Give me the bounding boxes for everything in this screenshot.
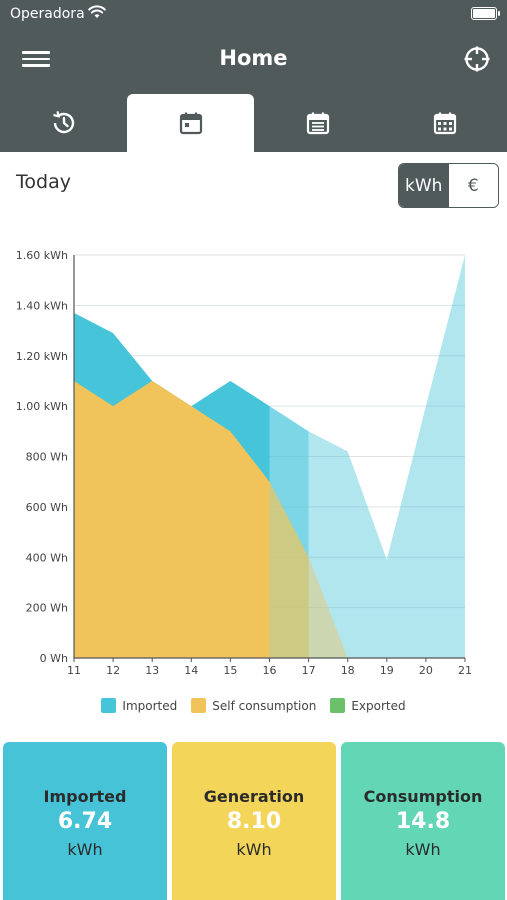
self-consumption-area bbox=[269, 481, 309, 658]
legend-self-consumption[interactable]: Self consumption bbox=[191, 698, 316, 713]
legend-exported[interactable]: Exported bbox=[330, 698, 406, 713]
x-axis-ticks: 11 12 13 14 15 16 17 18 19 20 21 bbox=[67, 658, 472, 677]
tab-day[interactable] bbox=[127, 94, 254, 152]
clock-icon bbox=[52, 111, 74, 134]
tab-month[interactable] bbox=[381, 94, 507, 152]
y-tick-label: 0 Wh bbox=[40, 652, 68, 665]
y-tick-label: 400 Wh bbox=[26, 551, 68, 564]
x-tick-label: 16 bbox=[263, 664, 277, 677]
unit-euro-button[interactable]: € bbox=[448, 164, 498, 207]
x-tick-label: 18 bbox=[341, 664, 355, 677]
x-tick-label: 19 bbox=[380, 664, 394, 677]
energy-chart: 0 Wh 200 Wh 400 Wh 600 Wh 800 Wh 1.00 kWh 1.20… bbox=[16, 249, 472, 677]
y-tick-label: 1.60 kWh bbox=[16, 249, 68, 262]
menu-icon-line bbox=[22, 64, 50, 67]
card-unit: kWh bbox=[405, 840, 441, 859]
carrier-label: Operadora bbox=[10, 6, 85, 22]
legend-swatch-imported bbox=[101, 698, 117, 713]
legend-label: Exported bbox=[351, 698, 406, 713]
card-consumption[interactable]: Consumption 14.8 kWh bbox=[341, 742, 505, 900]
card-unit: kWh bbox=[236, 840, 272, 859]
self-consumption-area bbox=[308, 557, 465, 658]
legend-swatch-exported bbox=[330, 698, 346, 713]
card-generation[interactable]: Generation 8.10 kWh bbox=[172, 742, 336, 900]
legend-label: Self consumption bbox=[212, 698, 317, 713]
x-tick-label: 15 bbox=[223, 664, 237, 677]
x-tick-label: 20 bbox=[419, 664, 433, 677]
legend-imported[interactable]: Imported bbox=[101, 698, 177, 713]
card-value: 8.10 bbox=[226, 809, 282, 834]
unit-toggle: kWh € bbox=[398, 163, 499, 208]
y-tick-label: 200 Wh bbox=[26, 602, 68, 615]
calendar-day-icon bbox=[179, 112, 202, 135]
card-label: Imported bbox=[43, 787, 127, 806]
period-label: Today bbox=[16, 171, 71, 193]
summary-cards: Imported 6.74 kWh Generation 8.10 kWh Co… bbox=[3, 742, 505, 900]
chart-legend: Imported Self consumption Exported bbox=[0, 698, 507, 713]
card-value: 6.74 bbox=[57, 809, 113, 834]
y-tick-label: 1.00 kWh bbox=[16, 400, 68, 413]
x-tick-label: 11 bbox=[67, 664, 81, 677]
menu-icon bbox=[22, 51, 50, 54]
card-label: Generation bbox=[203, 787, 305, 806]
battery-icon bbox=[471, 7, 500, 20]
status-bar: Operadora bbox=[0, 0, 507, 30]
y-tick-label: 800 Wh bbox=[26, 451, 68, 464]
card-unit: kWh bbox=[67, 840, 103, 859]
card-value: 14.8 bbox=[395, 809, 451, 834]
legend-swatch-self-consumption bbox=[191, 698, 207, 713]
calendar-grid-icon bbox=[433, 112, 456, 135]
y-axis-ticks: 0 Wh 200 Wh 400 Wh 600 Wh 800 Wh 1.00 kWh 1.20… bbox=[16, 249, 68, 665]
card-label: Consumption bbox=[363, 787, 483, 806]
calendar-list-icon bbox=[306, 112, 329, 135]
crosshair-button[interactable] bbox=[463, 45, 491, 73]
y-tick-label: 600 Wh bbox=[26, 501, 68, 514]
card-imported[interactable]: Imported 6.74 kWh bbox=[3, 742, 167, 900]
x-tick-label: 12 bbox=[106, 664, 120, 677]
wifi-icon bbox=[88, 5, 106, 18]
unit-kwh-button[interactable]: kWh bbox=[399, 164, 449, 207]
y-tick-label: 1.40 kWh bbox=[16, 299, 68, 312]
nav-bar: Home bbox=[0, 30, 507, 92]
chart-areas bbox=[74, 255, 465, 658]
tab-week[interactable] bbox=[254, 94, 381, 152]
legend-label: Imported bbox=[122, 698, 178, 713]
x-tick-label: 13 bbox=[145, 664, 159, 677]
x-tick-label: 17 bbox=[302, 664, 316, 677]
x-tick-label: 21 bbox=[458, 664, 472, 677]
tab-realtime[interactable] bbox=[0, 94, 127, 152]
self-consumption-area bbox=[74, 380, 270, 658]
period-tabs bbox=[0, 92, 507, 152]
menu-button[interactable] bbox=[22, 47, 50, 73]
x-tick-label: 14 bbox=[184, 664, 198, 677]
y-tick-label: 1.20 kWh bbox=[16, 350, 68, 363]
menu-icon-line bbox=[22, 57, 50, 60]
imported-area bbox=[308, 255, 465, 658]
page-title: Home bbox=[219, 46, 288, 70]
